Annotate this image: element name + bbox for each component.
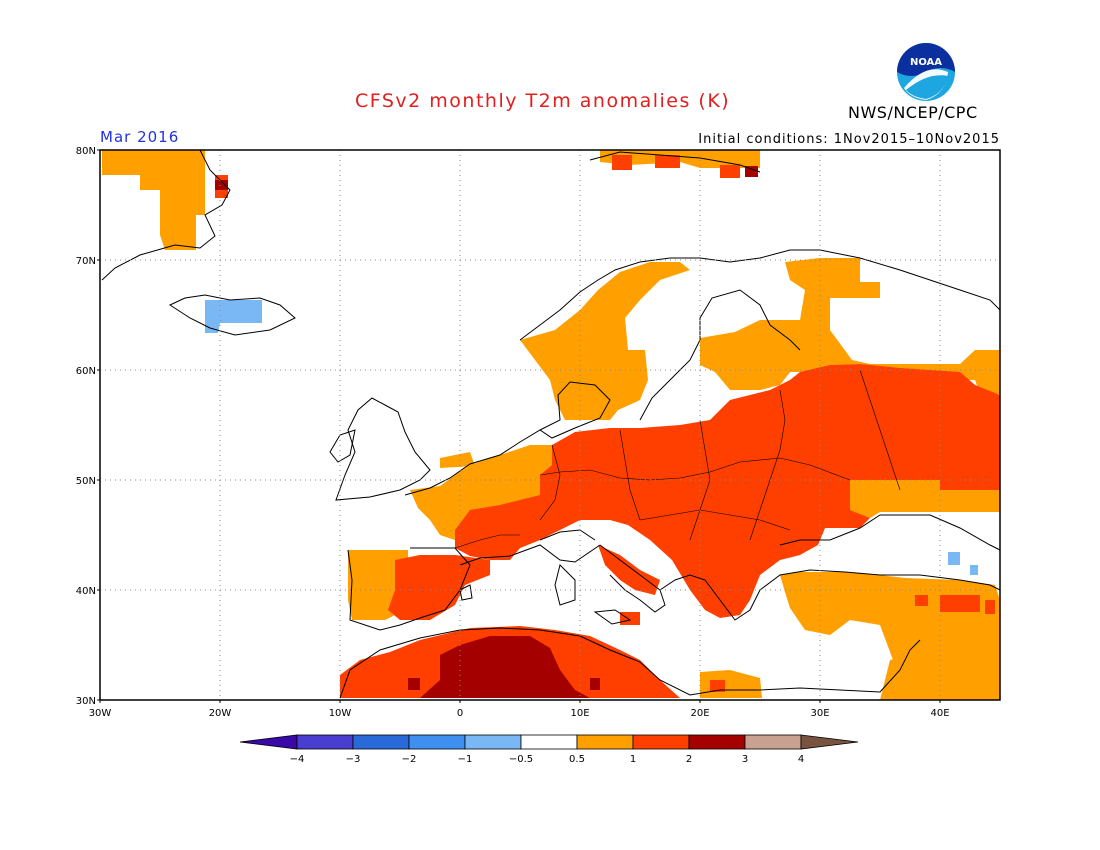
valid-month-label: Mar 2016 <box>100 128 180 146</box>
legend-tick-label: 2 <box>686 754 692 765</box>
lon-tick-label: 30E <box>810 708 829 719</box>
noaa-logo-icon: NOAA <box>897 43 955 101</box>
legend-colorbar <box>239 734 859 750</box>
lat-tick-label: 40N <box>76 586 96 597</box>
chart-title: CFSv2 monthly T2m anomalies (K) <box>355 90 731 112</box>
lat-tick-label: 30N <box>76 696 96 707</box>
lon-tick-label: 0 <box>457 708 463 719</box>
lon-tick-label: 30W <box>89 708 112 719</box>
lon-tick-label: 10E <box>570 708 589 719</box>
legend-tick-label: 4 <box>798 754 804 765</box>
legend-color-box <box>520 734 578 750</box>
legend-color-box <box>688 734 746 750</box>
legend-lower-extend <box>239 734 298 750</box>
svg-text:NOAA: NOAA <box>910 57 942 68</box>
legend-tick-label: 1 <box>630 754 636 765</box>
legend-upper-extend <box>800 734 859 750</box>
graticule <box>100 150 1000 700</box>
lat-tick-label: 50N <box>76 476 96 487</box>
lon-tick-label: 10W <box>329 708 352 719</box>
lat-tick-label: 60N <box>76 366 96 377</box>
legend-tick-label: −3 <box>346 754 361 765</box>
legend-color-box <box>632 734 690 750</box>
map-frame <box>99 149 1001 701</box>
anomaly-fill <box>102 150 1000 700</box>
legend-color-box <box>576 734 634 750</box>
legend-color-box <box>464 734 522 750</box>
legend-color-box <box>296 734 354 750</box>
legend-tick-label: −0.5 <box>509 754 533 765</box>
legend-tick-label: −1 <box>458 754 473 765</box>
lon-tick-label: 20E <box>690 708 709 719</box>
initial-conditions-label: Initial conditions: 1Nov2015–10Nov2015 <box>698 132 1000 147</box>
legend-tick-label: 3 <box>742 754 748 765</box>
coastlines <box>101 149 1001 699</box>
legend-color-box <box>408 734 466 750</box>
lon-tick-label: 20W <box>209 708 232 719</box>
legend-color-box <box>744 734 802 750</box>
legend-tick-labels: −4 −3 −2 −1 −0.5 0.5 1 2 3 4 <box>290 754 805 765</box>
lon-tick-label: 40E <box>930 708 949 719</box>
legend-tick-label: −4 <box>290 754 305 765</box>
anomaly-zone-neg-0_5-neg-1 <box>205 300 978 575</box>
agency-label: NWS/NCEP/CPC <box>848 103 978 122</box>
lat-tick-label: 70N <box>76 256 96 267</box>
legend-color-box <box>352 734 410 750</box>
legend-tick-label: 0.5 <box>569 754 585 765</box>
legend-tick-label: −2 <box>402 754 417 765</box>
lat-tick-label: 80N <box>76 146 96 157</box>
anomaly-zone-2-3 <box>215 166 758 698</box>
